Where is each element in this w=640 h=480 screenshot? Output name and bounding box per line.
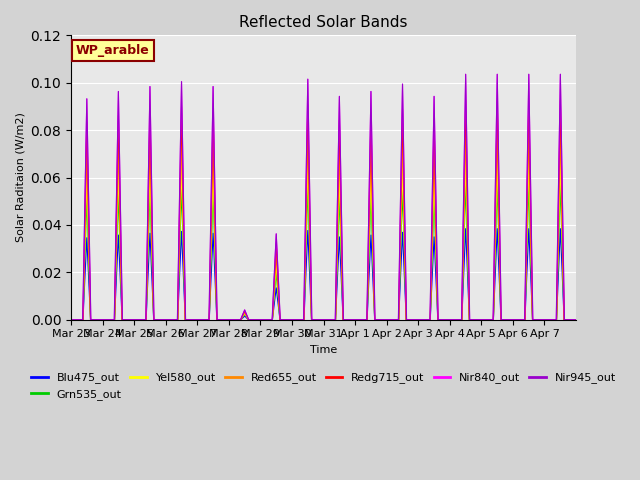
- X-axis label: Time: Time: [310, 345, 337, 355]
- Legend: Blu475_out, Grn535_out, Yel580_out, Red655_out, Redg715_out, Nir840_out, Nir945_: Blu475_out, Grn535_out, Yel580_out, Red6…: [27, 368, 621, 404]
- Y-axis label: Solar Raditaion (W/m2): Solar Raditaion (W/m2): [15, 113, 25, 242]
- Title: Reflected Solar Bands: Reflected Solar Bands: [239, 15, 408, 30]
- Text: WP_arable: WP_arable: [76, 44, 150, 57]
